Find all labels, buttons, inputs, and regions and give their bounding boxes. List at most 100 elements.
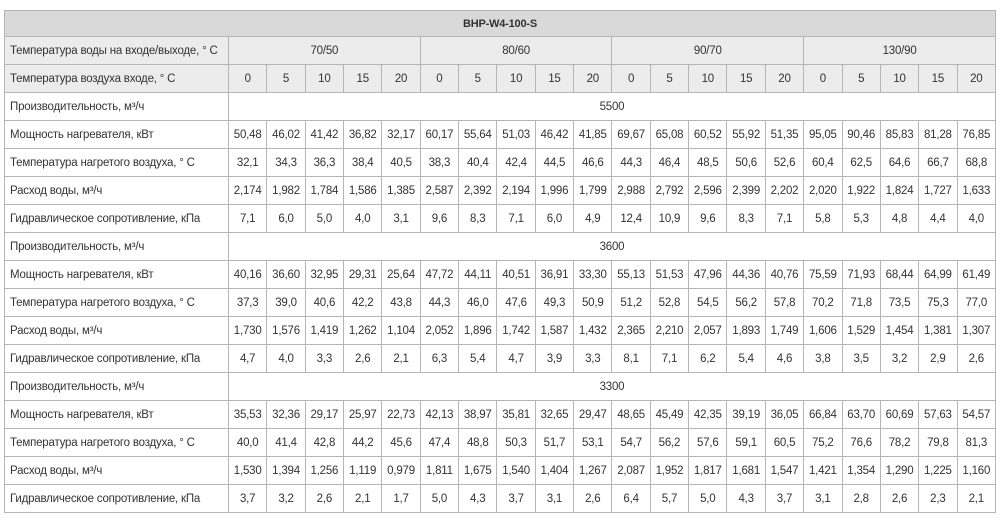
- table-cell: 6,0: [266, 204, 306, 233]
- table-cell: 2,392: [458, 176, 498, 205]
- table-cell: 1,742: [496, 316, 536, 345]
- table-row: Температура нагретого воздуха, ° С 37,3 39…: [4, 288, 997, 317]
- air-temp-header: 20: [573, 64, 613, 93]
- table-cell: 1,104: [381, 316, 421, 345]
- table-cell: 2,210: [649, 316, 690, 345]
- table-cell: 1,262: [343, 316, 383, 345]
- table-cell: 51,7: [534, 428, 575, 457]
- table-cell: 50,6: [726, 148, 766, 177]
- capacity-value: 5500: [228, 92, 996, 121]
- air-temp-header: 5: [266, 64, 306, 93]
- table-cell: 46,4: [649, 148, 690, 177]
- air-temp-header: 0: [803, 64, 843, 93]
- air-temp-label: Температура воздуха входе, ° С: [4, 64, 229, 93]
- table-cell: 50,3: [496, 428, 536, 457]
- table-cell: 4,4: [918, 204, 958, 233]
- table-cell: 5,0: [304, 204, 345, 233]
- air-temp-header: 0: [611, 64, 651, 93]
- table-cell: 47,72: [419, 260, 460, 289]
- capacity-value: 3600: [228, 232, 996, 261]
- table-cell: 1,633: [956, 176, 997, 205]
- table-cell: 3,1: [803, 484, 843, 513]
- water-temp-header: 130/90: [803, 36, 996, 65]
- table-cell: 53,1: [573, 428, 613, 457]
- table-cell: 75,3: [918, 288, 958, 317]
- table-cell: 55,64: [458, 120, 498, 149]
- table-cell: 71,8: [841, 288, 881, 317]
- table-cell: 38,97: [458, 400, 498, 429]
- table-cell: 54,5: [688, 288, 728, 317]
- table-cell: 64,6: [879, 148, 920, 177]
- table-cell: 39,0: [266, 288, 306, 317]
- table-row: Температура нагретого воздуха, ° С 40,0 41…: [4, 428, 997, 457]
- table-cell: 60,5: [764, 428, 805, 457]
- air-temp-header: 10: [688, 64, 728, 93]
- table-cell: 65,08: [649, 120, 690, 149]
- table-cell: 68,8: [956, 148, 997, 177]
- table-cell: 7,1: [649, 344, 690, 373]
- table-cell: 54,7: [611, 428, 651, 457]
- row-label: Гидравлическое сопротивление, кПа: [4, 204, 229, 233]
- table-cell: 42,2: [343, 288, 383, 317]
- title-row: BHP-W4-100-S: [4, 10, 996, 37]
- table-cell: 42,35: [688, 400, 728, 429]
- table-cell: 45,49: [649, 400, 690, 429]
- table-cell: 5,4: [458, 344, 498, 373]
- table-cell: 3,2: [266, 484, 306, 513]
- table-cell: 1,421: [803, 456, 843, 485]
- table-cell: 51,35: [764, 120, 805, 149]
- table-cell: 57,63: [918, 400, 958, 429]
- table-cell: 1,606: [803, 316, 843, 345]
- table-cell: 77,0: [956, 288, 997, 317]
- table-cell: 0,979: [381, 456, 421, 485]
- table-cell: 4,8: [879, 204, 920, 233]
- table-cell: 57,8: [764, 288, 805, 317]
- air-temp-header: 20: [764, 64, 805, 93]
- air-temp-header: 15: [534, 64, 575, 93]
- table-cell: 68,44: [879, 260, 920, 289]
- table-cell: 44,5: [534, 148, 575, 177]
- air-temp-header: 0: [419, 64, 460, 93]
- air-temp-header: 5: [841, 64, 881, 93]
- table-cell: 2,587: [419, 176, 460, 205]
- table-cell: 52,6: [764, 148, 805, 177]
- table-cell: 1,454: [879, 316, 920, 345]
- table-cell: 5,4: [726, 344, 766, 373]
- table-cell: 3,7: [496, 484, 536, 513]
- table-cell: 2,1: [381, 344, 421, 373]
- water-temp-header: 80/60: [419, 36, 613, 65]
- table-cell: 5,7: [649, 484, 690, 513]
- table-cell: 44,3: [419, 288, 460, 317]
- table-cell: 81,3: [956, 428, 997, 457]
- table-cell: 1,530: [227, 456, 268, 485]
- table-cell: 1,730: [227, 316, 268, 345]
- capacity-value: 3300: [228, 372, 996, 401]
- table-cell: 1,586: [343, 176, 383, 205]
- air-temp-row: Температура воздуха входе, ° С 0 5 10 15 20 0…: [4, 64, 997, 93]
- table-cell: 1,160: [956, 456, 997, 485]
- table-cell: 2,052: [419, 316, 460, 345]
- table-cell: 36,60: [266, 260, 306, 289]
- air-temp-header: 20: [381, 64, 421, 93]
- table-cell: 41,4: [266, 428, 306, 457]
- table-cell: 48,8: [458, 428, 498, 457]
- table-cell: 40,51: [496, 260, 536, 289]
- table-cell: 1,385: [381, 176, 421, 205]
- table-cell: 95,05: [803, 120, 843, 149]
- table-cell: 41,42: [304, 120, 345, 149]
- air-temp-header: 5: [649, 64, 690, 93]
- row-label: Температура нагретого воздуха, ° С: [4, 148, 229, 177]
- capacity-label: Производительность, м³/ч: [4, 92, 229, 121]
- table-cell: 42,8: [304, 428, 345, 457]
- table-cell: 1,267: [573, 456, 613, 485]
- table-cell: 4,7: [227, 344, 268, 373]
- table-cell: 51,53: [649, 260, 690, 289]
- table-cell: 3,7: [764, 484, 805, 513]
- table-cell: 44,36: [726, 260, 766, 289]
- table-cell: 22,73: [381, 400, 421, 429]
- table-cell: 40,76: [764, 260, 805, 289]
- water-temp-header: 90/70: [611, 36, 805, 65]
- table-cell: 38,4: [343, 148, 383, 177]
- table-cell: 90,46: [841, 120, 881, 149]
- table-cell: 32,1: [227, 148, 268, 177]
